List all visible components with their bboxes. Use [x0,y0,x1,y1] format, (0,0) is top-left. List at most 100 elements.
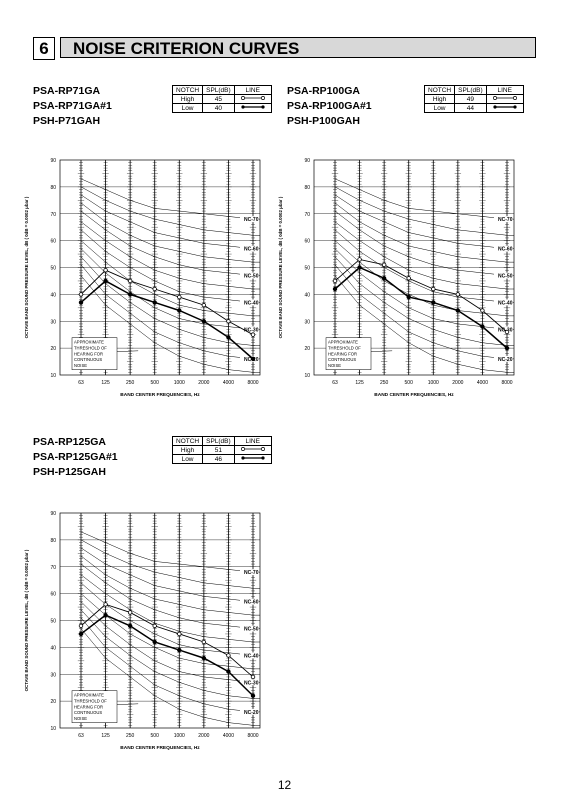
line-sample-filled-icon [233,454,272,464]
model-name: PSH-P125GAH [33,466,106,478]
data-point-low [103,612,108,618]
data-point-low [381,276,387,281]
nc-reference-curve [334,210,514,276]
x-tick-label: 1000 [428,380,439,386]
threshold-note-line: NOISE [74,363,87,368]
y-tick-label: 10 [50,373,56,379]
nc-reference-curve [334,202,514,263]
data-point-high [226,319,231,324]
nc-reference-curve [334,240,514,317]
y-tick-label: 50 [50,266,56,272]
data-point-low [226,669,231,674]
data-point-high [177,631,182,637]
nc-reference-curve [80,628,260,726]
y-tick-label: 50 [304,266,310,272]
y-tick-label: 60 [304,239,310,245]
x-axis-label: BAND CENTER FREQUENCIES, Hz [120,745,200,751]
threshold-pointer [370,350,393,352]
x-tick-label: 125 [101,380,110,386]
series-line-high [80,603,254,678]
x-tick-label: 1000 [174,380,185,386]
x-tick-label: 500 [405,380,414,386]
data-point-low [152,300,157,305]
data-point-low [357,265,362,270]
series-line-low [80,614,254,697]
nc-reference-curve [80,563,260,629]
nc-reference-curve [80,221,260,290]
data-point-low [250,356,256,362]
nc-chart-rp125: 10 20 30 40 50 60 70 80 90 63 125 250 500 1000 2000 400… [24,511,261,751]
nc-label-bg [494,272,513,279]
model-name: PSH-P100GAH [287,115,360,127]
y-tick-label: 60 [50,239,56,245]
threshold-note-box [71,690,118,723]
nc-label-bg [494,245,513,252]
nc-reference-curve [80,240,260,317]
nc-reference-curve [334,248,514,330]
table-header: SPL(dB) [202,85,235,95]
x-tick-label: 250 [126,733,135,739]
nc-chart-rp71: 10 20 30 40 50 60 70 80 90 63 125 250 500 1000 2000 400… [24,158,261,398]
data-point-low [201,655,207,661]
threshold-pointer [116,703,139,705]
spl-cell: 46 [202,454,235,464]
notch-cell: High [423,94,456,104]
x-tick-label: 250 [380,380,389,386]
nc-reference-curve [80,531,260,573]
y-tick-label: 90 [50,158,56,164]
nc-label-bg [494,299,513,306]
threshold-pointer [116,350,139,352]
line-sample-filled-icon [233,103,272,113]
y-axis-label: OCTAVE BAND SOUND PRESSURE LEVEL, dB ( 0… [24,549,29,691]
data-point-low [127,292,133,297]
notch-cell: High [171,94,204,104]
model-name: PSA-RP71GA [33,85,101,97]
y-tick-label: 20 [50,346,56,352]
nc-label: NC-60 [244,600,259,606]
nc-label: NC-60 [244,247,259,253]
nc-label: NC-20 [498,357,513,363]
y-tick-label: 30 [50,319,56,325]
table-header: LINE [485,85,524,95]
model-list: PSA-RP100GA PSA-RP100GA#1 PSH-P100GAH [287,84,372,129]
x-tick-label: 2000 [452,380,463,386]
data-point-high [357,257,362,262]
data-point-high [78,623,84,629]
y-tick-label: 40 [50,645,56,651]
notch-cell: Low [423,103,456,113]
spl-cell: 49 [454,94,487,104]
data-point-high [127,278,133,284]
x-tick-label: 500 [151,733,160,739]
data-point-high [332,278,338,284]
nc-label-bg [240,299,259,306]
nc-label: NC-40 [244,653,259,659]
data-point-high [226,653,231,658]
threshold-note-line: HEARING FOR [328,351,357,356]
nc-label: NC-30 [244,327,259,333]
y-tick-label: 20 [50,699,56,705]
nc-reference-curve [334,178,514,220]
data-point-high [480,308,485,313]
line-sample-open-icon [485,94,524,104]
data-point-low [152,639,157,645]
data-point-low [332,286,338,292]
data-point-high [152,623,157,629]
section-title: NOISE CRITERION CURVES [60,37,536,58]
y-tick-label: 90 [304,158,310,164]
nc-chart-rp100: 10 20 30 40 50 60 70 80 90 63 125 250 500 1000 2000 400… [278,158,515,398]
data-point-low [127,623,133,629]
y-tick-label: 70 [304,212,310,218]
nc-label: NC-50 [498,274,513,280]
x-tick-label: 8000 [247,380,258,386]
nc-label-bg [494,355,513,362]
threshold-note-line: CONTINUOUS [74,357,102,362]
nc-reference-curve [80,609,260,699]
nc-reference-curve [334,186,514,236]
y-tick-label: 10 [304,373,310,379]
nc-label-bg [240,326,259,333]
series-line-high [80,269,254,336]
nc-reference-curve [334,275,514,373]
nc-label-bg [240,216,259,223]
y-tick-label: 80 [50,185,56,191]
x-tick-label: 63 [78,380,84,386]
